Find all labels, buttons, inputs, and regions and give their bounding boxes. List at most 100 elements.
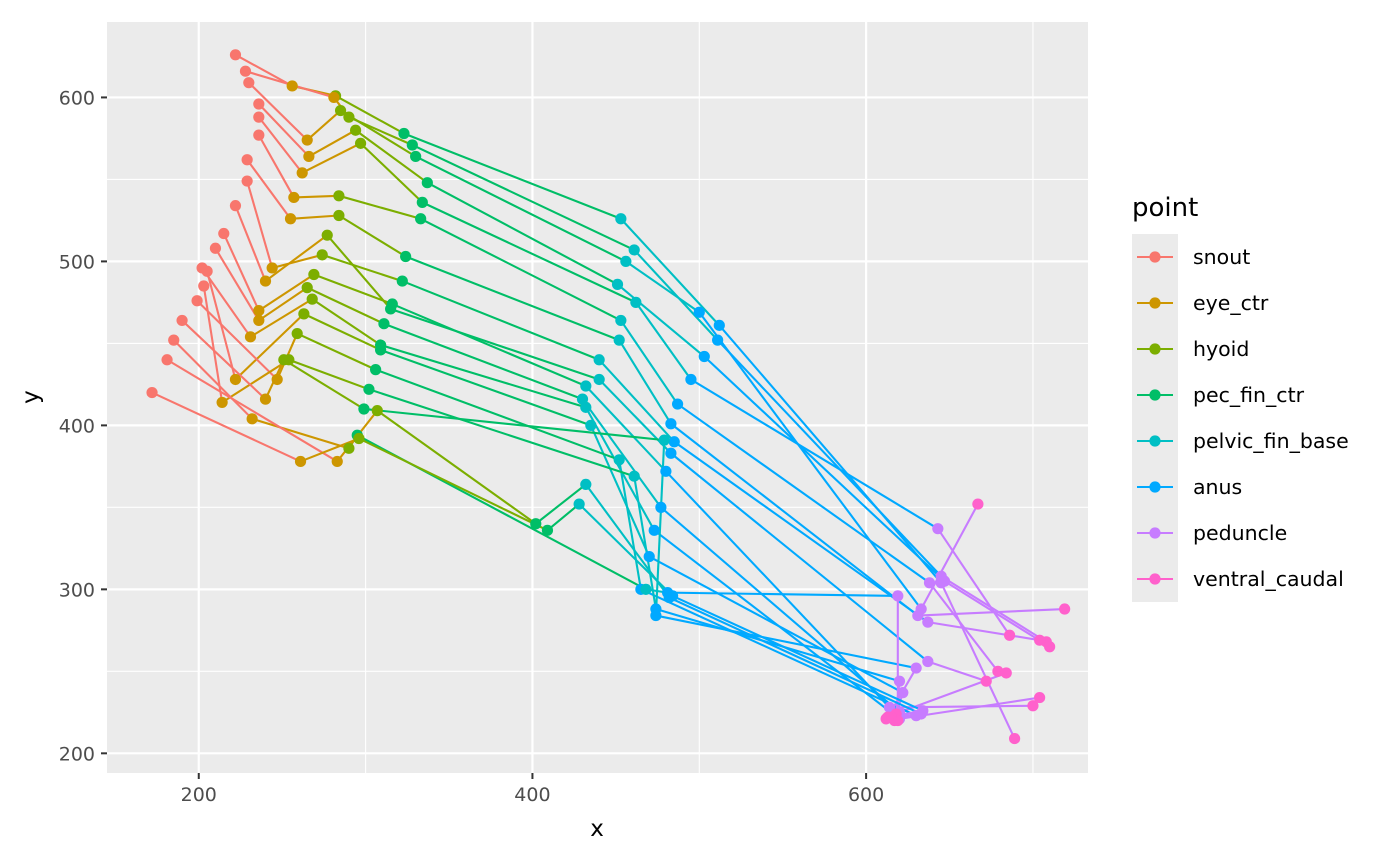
segment-peduncle-to-ventral_caudal [927,660,987,683]
segment-pec_fin_ctr-to-pelvic_fin_base [421,201,637,304]
segment-pec_fin_ctr-to-pelvic_fin_base [426,181,619,286]
segment-pelvic_fin_base-to-anus [616,283,705,358]
legend-point-swatch [1149,389,1161,401]
point-peduncle [917,705,929,717]
point-hyoid [333,209,345,222]
point-hyoid [316,249,328,261]
point-pec_fin_ctr [363,383,375,395]
point-peduncle [892,590,904,602]
point-eye_ctr [229,373,242,386]
segment-snout-to-eye_ctr [214,247,260,321]
segment-anus-to-peduncle [690,378,939,530]
segment-pec_fin_ctr-to-pelvic_fin_base [390,307,600,381]
segment-hyoid-to-pec_fin_ctr [306,286,385,325]
legend-item-pelvic_fin_base: pelvic_fin_base [1137,429,1349,454]
point-peduncle [923,577,936,589]
point-pec_fin_ctr [416,196,428,208]
point-pelvic_fin_base [611,278,624,290]
axis-layer: 200 400 600 200 300 400 500 600 [59,87,885,806]
segment-pelvic_fin_base-to-anus [589,424,651,557]
point-hyoid [333,190,345,202]
point-pec_fin_ctr [530,518,542,530]
point-anus [668,436,680,448]
point-snout [241,154,253,166]
point-anus [648,524,660,536]
point-anus [693,306,705,318]
point-hyoid [354,137,367,149]
segment-eye_ctr-to-hyoid [271,253,323,269]
segment-anus-to-peduncle [718,324,942,584]
segment-hyoid-to-pec_fin_ctr [288,358,370,391]
point-anus [698,350,710,363]
point-eye_ctr [253,304,265,317]
point-eye_ctr [331,455,343,468]
segment-anus-to-peduncle [655,614,917,670]
segment-hyoid-to-pec_fin_ctr [296,332,377,371]
segment-anus-to-peduncle [698,311,923,610]
point-pec_fin_ctr [396,275,408,287]
segment-eye_ctr-to-hyoid [221,358,290,404]
point-pec_fin_ctr [541,524,554,536]
point-hyoid [321,229,333,241]
point-hyoid [278,354,290,366]
point-pelvic_fin_base [593,354,605,366]
segment-hyoid-to-pec_fin_ctr [335,94,405,135]
point-peduncle [893,675,906,687]
point-snout [191,295,203,307]
segment-pelvic_fin_base-to-anus [585,385,667,473]
y-tick-label: 300 [59,579,95,601]
segment-pelvic_fin_base-to-anus [625,260,700,314]
segment-pec_fin_ctr-to-pelvic_fin_base [405,255,620,342]
point-eye_ctr [288,191,300,204]
legend-item-snout: snout [1137,245,1250,269]
x-tick-label: 400 [514,784,550,806]
point-anus [655,501,667,513]
segment-peduncle-to-ventral_caudal [940,575,1047,643]
point-snout [229,49,242,61]
point-anus [665,447,677,459]
segment-pelvic_fin_base-to-anus [620,218,721,327]
point-snout [161,354,173,366]
segment-snout-to-eye_ctr [202,285,224,403]
segment-anus-to-peduncle [672,594,924,712]
point-pelvic_fin_base [585,419,597,431]
point-snout [229,200,242,212]
legend-item-peduncle: peduncle [1137,521,1287,545]
segment-peduncle-to-ventral_caudal [940,582,1016,740]
segment-eye_ctr-to-hyoid [234,313,305,381]
x-axis-title: x [590,816,604,842]
point-eye_ctr [303,150,315,163]
point-ventral_caudal [1044,641,1056,653]
segment-peduncle-to-ventral_caudal [917,607,1065,617]
legend-item-hyoid: hyoid [1137,337,1249,361]
segment-pec_fin_ctr-to-pelvic_fin_base [368,388,635,478]
point-pec_fin_ctr [370,364,382,376]
segment-hyoid-to-pec_fin_ctr [354,129,428,184]
point-eye_ctr [259,393,272,405]
segment-eye_ctr-to-hyoid [258,286,308,322]
point-pelvic_fin_base [615,213,627,225]
legend-label: hyoid [1193,337,1249,361]
segment-hyoid-to-pec_fin_ctr [303,312,382,351]
segment-eye_ctr-to-hyoid [301,142,362,174]
segment-hyoid-to-pec_fin_ctr [338,214,407,258]
segment-pec_fin_ctr-to-pelvic_fin_base [411,144,635,251]
segment-anus-to-peduncle [716,339,942,577]
segment-snout-to-eye_ctr [181,319,267,400]
point-snout [241,175,253,187]
segment-pec_fin_ctr-to-pelvic_fin_base [380,344,587,409]
segment-anus-to-peduncle [640,588,917,717]
segment-pelvic_fin_base-to-anus [635,301,692,381]
segment-snout-to-eye_ctr [246,159,292,220]
segment-pec_fin_ctr-to-pelvic_fin_base [380,348,592,427]
point-snout [253,98,265,110]
point-eye_ctr [271,373,283,386]
segment-pec_fin_ctr-to-pelvic_fin_base [363,407,665,442]
point-hyoid [298,308,310,320]
segment-snout-to-eye_ctr [257,134,295,198]
point-hyoid [334,104,347,117]
point-snout [218,227,230,240]
legend-item-ventral_caudal: ventral_caudal [1137,567,1344,592]
legend-title: point [1132,193,1198,223]
segment-eye_ctr-to-hyoid [264,234,328,282]
